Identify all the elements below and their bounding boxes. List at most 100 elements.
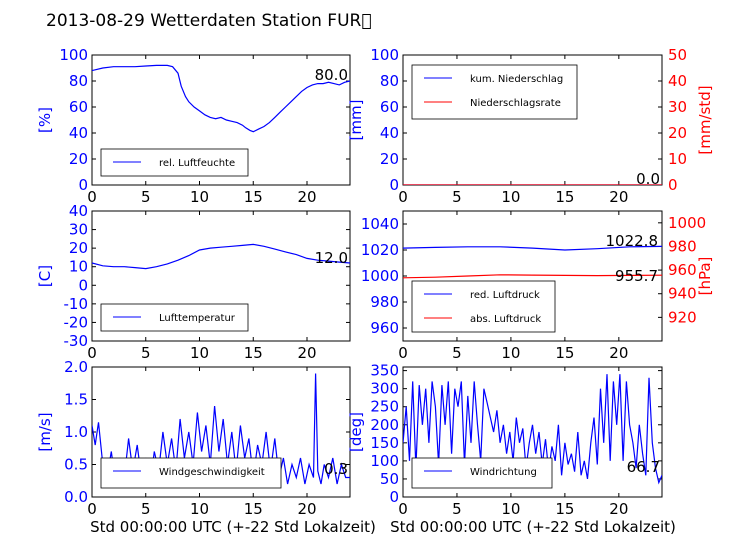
legend-box <box>100 457 282 489</box>
x-tick-label: 5 <box>452 344 462 362</box>
y-tick-label: 20 <box>69 150 88 168</box>
legend-label: abs. Luftdruck <box>470 314 541 325</box>
y-tick-label: 100 <box>59 46 88 64</box>
y-axis-label: [%] <box>36 107 54 133</box>
figure-title: 2013-08-29 Wetterdaten Station FUR  <box>46 11 372 31</box>
y-tick-label: 40 <box>380 124 399 142</box>
x-tick-label: 20 <box>609 344 628 362</box>
x-tick-label: 10 <box>501 188 520 206</box>
y-tick-label: 0 <box>389 176 399 194</box>
x-tick-label: 0 <box>87 344 97 362</box>
last-value-label: 0.3 <box>324 460 348 478</box>
x-tick-label: 20 <box>609 188 628 206</box>
x-tick-label: 10 <box>190 500 209 518</box>
y-right-tick-label: 920 <box>668 308 697 326</box>
y-tick-label: 1020 <box>361 241 399 259</box>
last-value-label: 12.0 <box>315 249 348 267</box>
x-tick-label: 15 <box>555 500 574 518</box>
x-tick-label: 5 <box>452 188 462 206</box>
y-tick-label: 0.5 <box>64 456 88 474</box>
panel-precipitation: 0 5 10 15 20 0 20 40 60 80 100 [mm] 0 10 20 30 40 50 [mm/s… <box>347 46 714 206</box>
y-right-tick-label: 1000 <box>668 214 706 232</box>
x-tick-label: 5 <box>141 188 151 206</box>
y-tick-label: 40 <box>69 202 88 220</box>
y-tick-label: 1000 <box>361 267 399 285</box>
panel-winddirection: 0 5 10 15 20050100150200250300350[deg]Windri… <box>347 362 663 518</box>
series-line-1 <box>403 374 662 485</box>
panel-temperature: 0 5 10 15 20-30-20-10010203040[C]Lufttempera… <box>36 202 351 362</box>
legend-label: Windrichtung <box>470 467 537 478</box>
x-tick-label: 15 <box>555 188 574 206</box>
y-tick-label: -20 <box>64 313 89 331</box>
y-axis-label: [deg] <box>347 412 365 452</box>
y-axis-label: [C] <box>36 265 54 287</box>
y-tick-label: 50 <box>380 470 399 488</box>
y-right-tick-label: 40 <box>668 72 687 90</box>
last-value-label: 80.0 <box>315 66 348 84</box>
y-tick-label: 250 <box>370 398 399 416</box>
legend-label: rel. Luftfeuchte <box>159 158 235 169</box>
series-line-1 <box>92 243 350 270</box>
legend: rel. Luftfeuchte <box>100 148 249 177</box>
y-right-tick-label: 940 <box>668 285 697 303</box>
x-tick-label: 0 <box>87 500 97 518</box>
y-tick-label: 350 <box>370 362 399 380</box>
x-tick-label: 20 <box>297 500 316 518</box>
x-tick-label: 5 <box>141 500 151 518</box>
y-tick-label: 1.5 <box>64 391 88 409</box>
x-tick-label: 10 <box>501 344 520 362</box>
series-line-2 <box>403 274 662 279</box>
legend: kum. Niederschlag Niederschlagsrate <box>411 64 578 120</box>
y-tick-label: 20 <box>69 239 88 257</box>
last-value-label: 0.0 <box>636 170 660 188</box>
y-tick-label: 40 <box>69 124 88 142</box>
y-right-tick-label: 0 <box>668 176 678 194</box>
panel-humidity: 0 5 10 15 20 0 20 40 60 80 100 [%] rel. Luftfeuchte 8… <box>36 46 351 206</box>
x-tick-label: 0 <box>87 188 97 206</box>
y-tick-label: 60 <box>380 98 399 116</box>
y-right-tick-label: 980 <box>668 237 697 255</box>
legend: Lufttemperatur <box>100 303 249 332</box>
x-tick-label: 10 <box>190 344 209 362</box>
y-right-tick-label: 20 <box>668 124 687 142</box>
legend-label: kum. Niederschlag <box>470 74 563 85</box>
last-value-label: 1022.8 <box>606 232 659 250</box>
x-tick-label: 10 <box>501 500 520 518</box>
y-tick-label: 1.0 <box>64 423 88 441</box>
y-tick-label: 30 <box>69 221 88 239</box>
x-tick-label: 5 <box>141 344 151 362</box>
x-tick-label: 0 <box>398 188 408 206</box>
legend-box <box>411 457 553 489</box>
x-tick-label: 5 <box>452 500 462 518</box>
legend-label: Windgeschwindigkeit <box>159 467 265 478</box>
y-tick-label: 1040 <box>361 215 399 233</box>
legend-label: Lufttemperatur <box>159 313 236 324</box>
series-line-1 <box>403 245 662 251</box>
y-tick-label: 300 <box>370 380 399 398</box>
y-tick-label: 80 <box>380 72 399 90</box>
y-right-axis-label: [mm/std] <box>696 85 714 154</box>
y-tick-label: 0.0 <box>64 488 88 506</box>
y-tick-label: 150 <box>370 434 399 452</box>
x-tick-label: 20 <box>297 344 316 362</box>
x-tick-label: 0 <box>398 500 408 518</box>
x-tick-label: 15 <box>555 344 574 362</box>
y-right-tick-label: 50 <box>668 46 687 64</box>
y-tick-label: 960 <box>370 319 399 337</box>
panel-windspeed: 0 5 10 15 20 0.0 0.5 1.0 1.5 2.0 [m/s] Windgeschwin… <box>36 358 351 518</box>
x-tick-label: 10 <box>190 188 209 206</box>
series-line-1 <box>92 64 350 133</box>
y-axis-label: [m/s] <box>36 412 54 451</box>
legend: Windrichtung <box>411 457 553 489</box>
x-axis-label-left: Std 00:00:00 UTC (+-22 Std Lokalzeit) <box>90 518 376 536</box>
x-tick-label: 20 <box>297 188 316 206</box>
legend-label: red. Luftdruck <box>470 290 540 301</box>
legend: red. Luftdruck abs. Luftdruck <box>411 280 556 333</box>
legend: Windgeschwindigkeit <box>100 457 282 489</box>
y-tick-label: 10 <box>69 258 88 276</box>
y-right-tick-label: 30 <box>668 98 687 116</box>
legend-box <box>100 148 249 177</box>
legend-box <box>411 280 556 333</box>
y-tick-label: 60 <box>69 98 88 116</box>
